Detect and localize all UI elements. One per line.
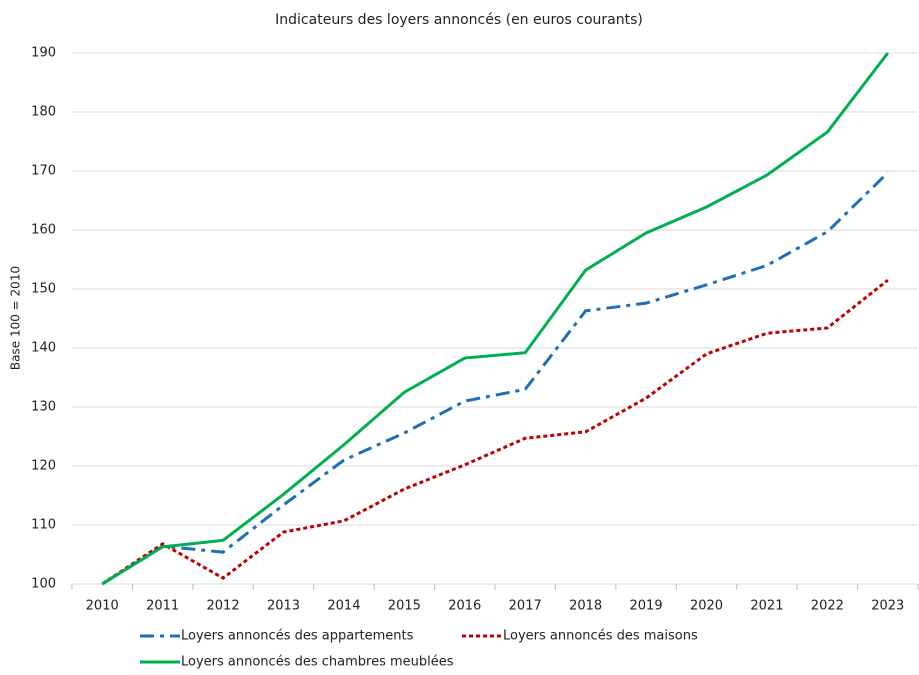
y-tick-label: 180 [31,105,56,120]
x-tick-label: 2018 [569,599,602,614]
y-tick-label: 150 [31,282,56,297]
x-tick-label: 2012 [207,599,240,614]
x-tick-label: 2021 [750,599,783,614]
x-tick-label: 2022 [811,599,844,614]
x-tick-label: 2017 [509,599,542,614]
x-tick-label: 2011 [146,599,179,614]
y-tick-label: 170 [31,164,56,179]
y-tick-label: 120 [31,459,56,474]
y-tick-label: 190 [31,46,56,61]
chart-title: Indicateurs des loyers annoncés (en euro… [275,12,643,28]
x-tick-label: 2010 [86,599,119,614]
line-series [101,171,889,586]
y-axis-label: Base 100 = 2010 [9,266,23,370]
x-tick-label: 2023 [871,599,904,614]
y-tick-label: 110 [31,518,56,533]
x-tick-label: 2014 [327,599,360,614]
x-tick-label: 2019 [630,599,663,614]
x-tick-label: 2013 [267,599,300,614]
x-tick-label: 2016 [448,599,481,614]
x-tick-label: 2015 [388,599,421,614]
legend-label: Loyers annoncés des maisons [503,629,698,644]
line-series [101,52,889,586]
x-tick-label: 2020 [690,599,723,614]
legend-label: Loyers annoncés des chambres meublées [181,655,454,670]
legend-label: Loyers annoncés des appartements [181,629,414,644]
y-tick-label: 130 [31,400,56,415]
y-tick-label: 140 [31,341,56,356]
line-series [101,278,889,586]
y-tick-label: 160 [31,223,56,238]
y-tick-label: 100 [31,577,56,592]
